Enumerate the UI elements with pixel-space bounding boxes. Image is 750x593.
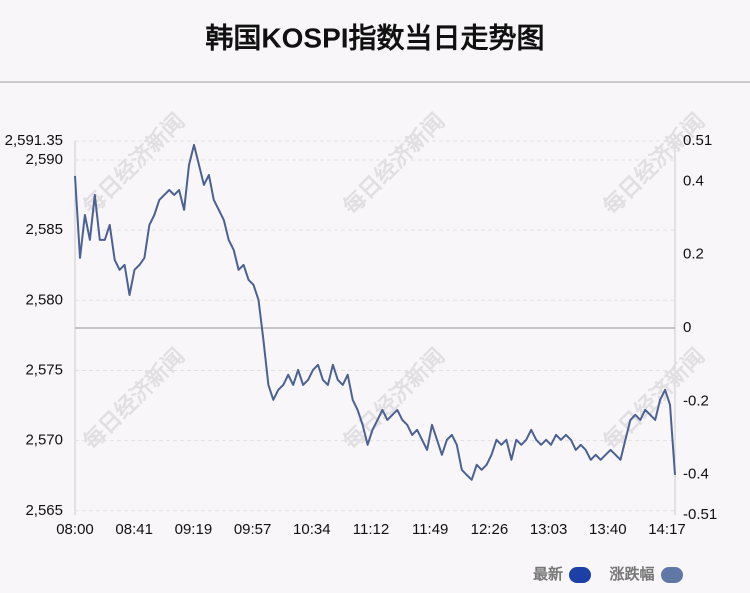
watermark: 每日经济新闻 <box>338 343 449 454</box>
y2-tick-label: -0.2 <box>683 392 709 409</box>
x-tick-label: 12:26 <box>471 521 509 538</box>
x-tick-label: 10:34 <box>293 521 331 538</box>
x-tick-label: 09:19 <box>175 521 213 538</box>
y-tick-label: 2,575 <box>25 361 63 378</box>
x-tick-label: 14:17 <box>648 521 686 538</box>
y2-tick-label: 0 <box>683 319 691 336</box>
x-tick-label: 13:40 <box>589 521 627 538</box>
chart-title: 韩国KOSPI指数当日走势图 <box>205 22 544 53</box>
y-tick-label: 2,570 <box>25 432 63 449</box>
legend-swatch <box>661 567 683 583</box>
y-tick-label: 2,591.35 <box>5 132 63 149</box>
y-tick-label: 2,565 <box>25 502 63 519</box>
x-tick-label: 08:41 <box>115 521 153 538</box>
y2-tick-label: -0.51 <box>683 506 717 523</box>
y2-tick-label: -0.4 <box>683 466 709 483</box>
legend-label: 最新 <box>533 565 563 583</box>
y-tick-label: 2,585 <box>25 221 63 238</box>
legend-swatch <box>569 567 591 583</box>
x-tick-label: 11:12 <box>353 521 389 538</box>
watermark: 每日经济新闻 <box>78 343 189 454</box>
legend-label: 涨跌幅 <box>609 565 654 583</box>
y2-tick-label: 0.51 <box>683 132 712 149</box>
x-tick-label: 13:03 <box>530 521 568 538</box>
y2-tick-label: 0.2 <box>683 246 704 263</box>
watermark: 每日经济新闻 <box>338 108 449 219</box>
x-tick-label: 09:57 <box>234 521 272 538</box>
y2-tick-label: 0.4 <box>683 172 704 189</box>
y-tick-label: 2,590 <box>25 151 63 168</box>
x-tick-label: 08:00 <box>56 521 94 538</box>
price-line <box>74 143 676 481</box>
y-tick-label: 2,580 <box>25 291 63 308</box>
x-tick-label: 11:49 <box>412 521 448 538</box>
watermark: 每日经济新闻 <box>598 108 709 219</box>
